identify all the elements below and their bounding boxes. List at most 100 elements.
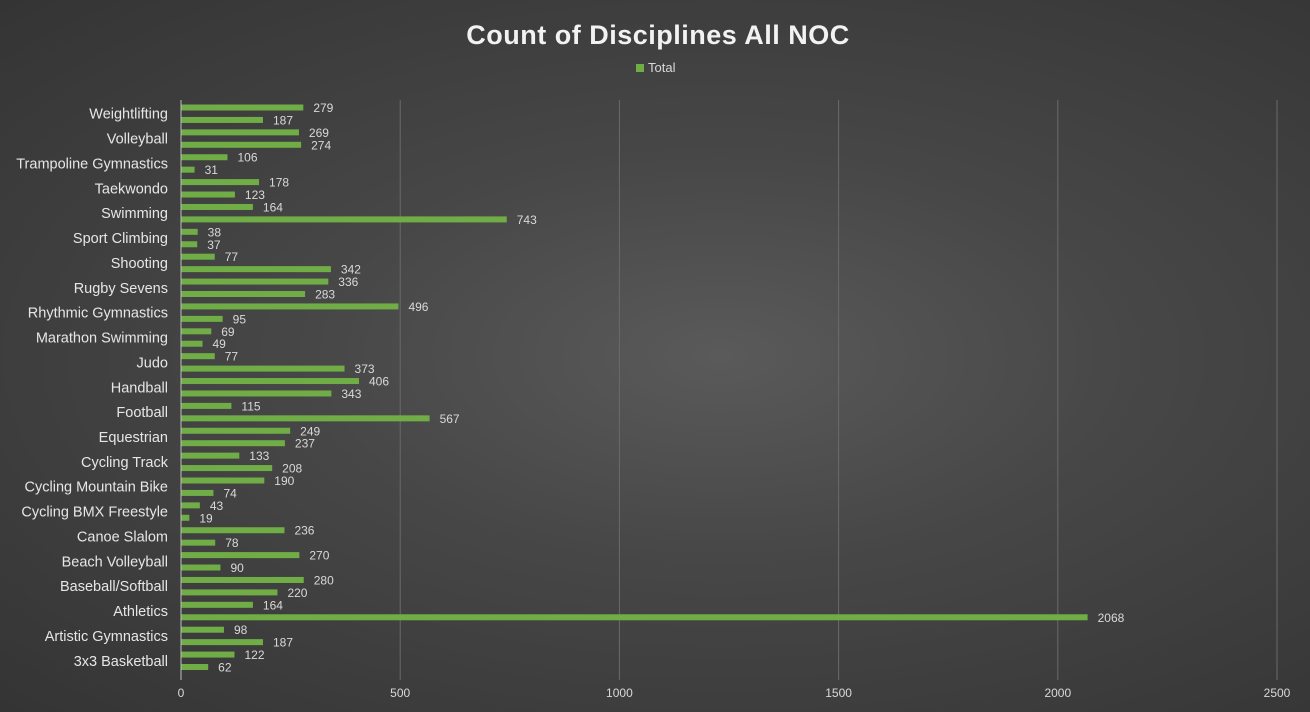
data-label: 19 <box>199 511 213 525</box>
x-tick-label: 0 <box>178 686 185 700</box>
data-label: 69 <box>221 325 235 339</box>
data-label: 743 <box>517 213 537 227</box>
bar <box>181 465 273 472</box>
bar <box>181 539 216 546</box>
bar <box>181 253 215 260</box>
x-tick-label: 2000 <box>1044 686 1071 700</box>
bar <box>181 427 291 434</box>
data-label: 236 <box>294 524 314 538</box>
bar <box>181 626 224 633</box>
bar <box>181 166 195 173</box>
bar <box>181 191 235 198</box>
category-label: Trampoline Gymnastics <box>16 156 168 172</box>
bar <box>181 104 304 111</box>
data-label: 115 <box>241 399 260 413</box>
data-label: 373 <box>355 362 375 376</box>
data-label: 49 <box>212 337 226 351</box>
bar <box>181 601 253 608</box>
bar <box>181 614 1088 621</box>
bar <box>181 141 302 148</box>
data-label: 43 <box>210 499 224 513</box>
data-label: 122 <box>244 648 264 662</box>
bar <box>181 415 430 422</box>
category-label: Beach Volleyball <box>62 554 168 570</box>
data-label: 496 <box>408 300 428 314</box>
data-label: 164 <box>263 200 283 214</box>
x-tick-label: 500 <box>390 686 410 700</box>
data-label: 208 <box>282 462 302 476</box>
bar <box>181 589 278 596</box>
x-tick-label: 2500 <box>1264 686 1291 700</box>
bar <box>181 390 332 397</box>
data-label: 190 <box>274 474 294 488</box>
bar <box>181 241 198 248</box>
bar <box>181 514 190 521</box>
bar <box>181 365 345 372</box>
category-label: Rhythmic Gymnastics <box>28 306 168 322</box>
category-label: Athletics <box>113 604 168 620</box>
bar <box>181 154 228 161</box>
data-label: 38 <box>208 225 222 239</box>
bar <box>181 402 232 409</box>
bar <box>181 228 198 235</box>
category-label: Canoe Slalom <box>77 529 168 545</box>
x-tick-label: 1000 <box>606 686 633 700</box>
bar <box>181 440 285 447</box>
data-label: 336 <box>338 275 358 289</box>
data-label: 90 <box>230 561 244 575</box>
data-label: 62 <box>218 661 232 675</box>
category-label: Baseball/Softball <box>60 579 168 595</box>
data-label: 249 <box>300 424 320 438</box>
data-label: 31 <box>205 163 219 177</box>
category-label: Swimming <box>101 206 168 222</box>
data-label: 270 <box>309 549 329 563</box>
data-label: 343 <box>341 387 361 401</box>
bar <box>181 639 263 646</box>
data-label: 178 <box>269 176 289 190</box>
data-label: 98 <box>234 623 248 637</box>
data-label: 237 <box>295 437 315 451</box>
data-label: 106 <box>237 151 257 165</box>
data-label: 133 <box>249 449 269 463</box>
bar <box>181 291 306 297</box>
bar <box>181 664 209 670</box>
category-label: Cycling Mountain Bike <box>25 480 168 496</box>
bar <box>181 266 331 273</box>
data-label: 279 <box>313 101 333 115</box>
bar <box>181 116 263 123</box>
category-label: Judo <box>137 355 168 371</box>
bar <box>181 353 215 360</box>
category-label: Shooting <box>111 256 168 272</box>
bar <box>181 576 304 583</box>
data-label: 283 <box>315 288 335 302</box>
bar <box>181 564 221 571</box>
category-label: Artistic Gymnastics <box>45 629 168 645</box>
data-label: 77 <box>225 350 239 364</box>
category-label: Marathon Swimming <box>36 331 168 347</box>
data-label: 37 <box>207 238 221 252</box>
bar <box>181 203 253 210</box>
category-label: Rugby Sevens <box>74 281 168 297</box>
data-label: 123 <box>245 188 265 202</box>
bar <box>181 477 265 484</box>
data-label: 567 <box>440 412 460 426</box>
bar <box>181 378 359 385</box>
category-label: Equestrian <box>99 430 168 446</box>
category-label: Cycling BMX Freestyle <box>21 505 168 521</box>
data-label: 220 <box>287 586 307 600</box>
bar <box>181 552 300 559</box>
data-label: 74 <box>223 486 237 500</box>
bar <box>181 452 240 459</box>
bar <box>181 340 203 347</box>
data-label: 187 <box>273 636 293 650</box>
data-label: 406 <box>369 375 389 389</box>
data-label: 78 <box>225 536 239 550</box>
bar <box>181 216 507 223</box>
legend-swatch <box>636 63 644 72</box>
bar <box>181 651 235 658</box>
bar <box>181 489 214 496</box>
category-label: Weightlifting <box>89 107 168 123</box>
bar <box>181 278 329 285</box>
